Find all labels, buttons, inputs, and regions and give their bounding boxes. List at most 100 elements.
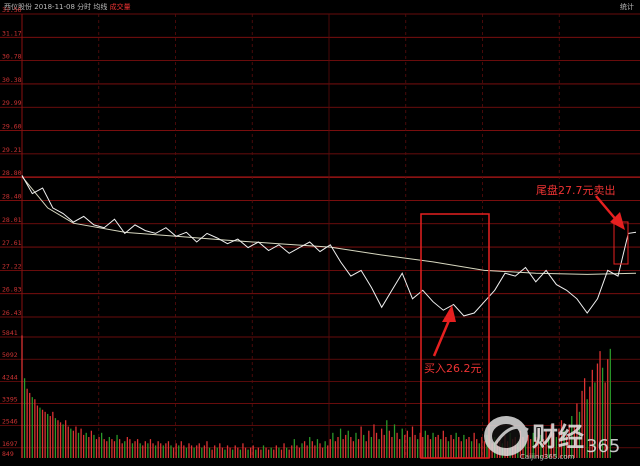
volume-bar bbox=[291, 445, 293, 458]
volume-bar bbox=[57, 420, 59, 458]
volume-bar bbox=[211, 449, 213, 458]
grid bbox=[0, 13, 640, 458]
volume-bar bbox=[363, 434, 365, 458]
volume-bar bbox=[442, 430, 444, 458]
volume-bar bbox=[568, 424, 570, 458]
volume-bar bbox=[136, 439, 139, 458]
volume-tick-label: 4244 bbox=[2, 373, 18, 381]
volume-bar bbox=[478, 443, 480, 458]
volume-bar bbox=[229, 447, 231, 458]
volume-bar bbox=[62, 424, 64, 458]
volume-bar bbox=[350, 437, 352, 458]
volume-bar bbox=[370, 437, 373, 458]
volume-bar bbox=[548, 437, 550, 458]
volume-bar bbox=[77, 432, 80, 458]
volume-bar bbox=[121, 443, 123, 458]
stats-button[interactable]: 统计 bbox=[620, 3, 634, 11]
chart-header: 西仪股份 2018-11-08 分时 均线 成交量 bbox=[4, 2, 131, 12]
volume-bar bbox=[280, 449, 283, 458]
volume-bar bbox=[157, 441, 159, 458]
volume-bar bbox=[90, 430, 93, 458]
volume-bar bbox=[309, 437, 311, 458]
watermark-brand: 财经 bbox=[532, 422, 584, 453]
volume-bar bbox=[594, 382, 596, 458]
volume-bar bbox=[396, 432, 398, 458]
volume-bar bbox=[270, 447, 272, 458]
volume-bar bbox=[378, 439, 380, 458]
price-line bbox=[21, 175, 637, 317]
volume-bar bbox=[131, 443, 134, 458]
volume-bar bbox=[52, 411, 54, 458]
volume-bar bbox=[206, 441, 208, 458]
volume-bar bbox=[357, 439, 360, 458]
volume-bar bbox=[375, 432, 378, 458]
volume-bar bbox=[165, 443, 167, 458]
volume-tick-label: 3395 bbox=[2, 396, 18, 404]
volume-bar bbox=[427, 434, 429, 458]
volume-bar bbox=[75, 426, 77, 458]
volume-bar bbox=[432, 432, 434, 458]
volume-bar bbox=[247, 449, 249, 458]
volume-bar bbox=[103, 439, 105, 458]
volume-bar bbox=[21, 335, 23, 458]
volume-bar bbox=[468, 437, 470, 458]
volume-bar bbox=[267, 449, 270, 458]
volume-bar bbox=[278, 447, 280, 458]
volume-bar bbox=[93, 434, 95, 458]
volume-bar bbox=[221, 447, 224, 458]
volume-bar bbox=[219, 443, 221, 458]
volume-bar bbox=[108, 437, 110, 458]
volume-bar bbox=[339, 428, 342, 458]
volume-bar bbox=[44, 411, 46, 458]
volume-bar bbox=[39, 407, 41, 458]
volume-bar bbox=[65, 420, 67, 458]
volume-bar bbox=[234, 445, 236, 458]
volume-bar bbox=[324, 441, 326, 458]
volume-bar bbox=[414, 434, 416, 458]
volume-bar bbox=[586, 399, 588, 458]
volume-tick-label: 1697 bbox=[2, 440, 18, 448]
volume-bar bbox=[214, 445, 216, 458]
volume-bar bbox=[180, 441, 182, 458]
volume-bar bbox=[147, 443, 149, 458]
volume-bar bbox=[226, 445, 229, 458]
price-tick-label: 29.21 bbox=[2, 146, 22, 154]
volume-bar bbox=[470, 441, 473, 458]
volume-bar bbox=[383, 434, 385, 458]
volume-bar bbox=[434, 437, 437, 458]
volume-bar bbox=[203, 445, 206, 458]
volume-bar bbox=[537, 428, 540, 458]
volume-bar bbox=[49, 416, 51, 458]
volume-bar bbox=[591, 369, 593, 458]
volume-bar bbox=[285, 447, 288, 458]
volume-bar bbox=[29, 392, 31, 458]
volume-bar bbox=[244, 447, 247, 458]
volume-bar bbox=[563, 430, 565, 458]
volume-bar bbox=[111, 439, 113, 458]
watermark-url: Caijing365.com bbox=[520, 453, 575, 461]
volume-bar bbox=[118, 439, 121, 458]
volume-bar bbox=[232, 449, 234, 458]
volume-bar bbox=[36, 405, 39, 458]
volume-bar bbox=[360, 426, 362, 458]
volume-bar bbox=[185, 447, 188, 458]
volume-bar bbox=[54, 418, 57, 458]
volume-bar bbox=[98, 437, 100, 458]
price-tick-label: 29.99 bbox=[2, 99, 22, 107]
volume-bar bbox=[445, 437, 447, 458]
volume-bar bbox=[301, 443, 303, 458]
price-tick-label: 26.43 bbox=[2, 309, 22, 317]
volume-bar bbox=[190, 445, 193, 458]
watermark-number: 365 bbox=[586, 436, 620, 457]
volume-bar bbox=[113, 441, 116, 458]
volume-tick-label: 849 bbox=[2, 450, 14, 458]
volume-bar bbox=[152, 443, 154, 458]
volume-bar bbox=[422, 437, 424, 458]
volume-bar bbox=[265, 447, 267, 458]
volume-bar bbox=[283, 443, 285, 458]
volume-bar bbox=[306, 445, 308, 458]
volume-bar bbox=[342, 439, 344, 458]
volume-bar bbox=[144, 441, 146, 458]
volume-bar bbox=[465, 439, 468, 458]
volume-bar bbox=[553, 432, 555, 458]
